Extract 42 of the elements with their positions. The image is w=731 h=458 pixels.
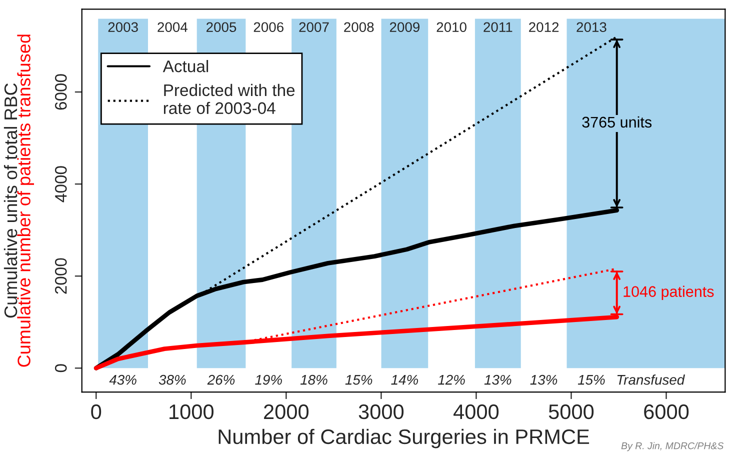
y-tick-label: 4000 (54, 166, 67, 202)
x-tick-label: 6000 (644, 404, 689, 420)
annotation: 13% (530, 374, 558, 385)
x-axis-title: Number of Cardiac Surgeries in PRMCE (218, 428, 590, 448)
annotation: 43% (109, 374, 136, 385)
annotation: 18% (300, 374, 328, 385)
y-tick-label: 2000 (54, 258, 67, 294)
band-label: 2009 (390, 22, 420, 32)
annotation: 15% (578, 374, 605, 385)
band-label: 2005 (206, 22, 236, 32)
x-tick-label: 4000 (454, 404, 499, 420)
legend-label: Predicted with the rate of 2003-04 (164, 84, 295, 114)
annotation: 12% (438, 374, 465, 385)
annotation: 3765 units (582, 116, 652, 128)
x-tick-label: 1000 (170, 404, 214, 420)
y-tick-label: 6000 (54, 74, 67, 110)
x-tick-label: 3000 (358, 404, 404, 420)
annotation: 38% (158, 374, 186, 385)
legend-label: Actual (162, 60, 208, 72)
annotation: 2010 (436, 22, 466, 32)
annotation: 19% (255, 374, 282, 385)
band-label: 2003 (108, 22, 138, 32)
annotation: 13% (484, 374, 512, 385)
text: By R. Jin, MDRC/PH&S (621, 442, 724, 452)
y-axis-title: Cumulative units of total RBC (4, 83, 18, 318)
annotation: Transfused (617, 374, 685, 385)
annotation: 15% (345, 374, 372, 385)
x-tick-label: 5000 (548, 404, 594, 420)
y-tick-label: 0 (54, 364, 67, 372)
annotation: 2008 (344, 22, 374, 32)
annotation: 2012 (529, 22, 559, 32)
text: Cumulative number of patients transfused (17, 34, 34, 367)
band-label: 2011 (484, 22, 512, 32)
band-label: 2013 (576, 22, 606, 32)
annotation: 14% (391, 374, 418, 385)
band-label: 2007 (299, 22, 329, 32)
annotation: 1046 patients (624, 286, 714, 300)
annotation: 26% (207, 374, 235, 385)
x-tick-label: 2000 (264, 404, 309, 420)
x-tick-label: 0 (91, 404, 102, 420)
annotation: 2006 (254, 22, 284, 32)
annotation: 2004 (158, 22, 188, 32)
